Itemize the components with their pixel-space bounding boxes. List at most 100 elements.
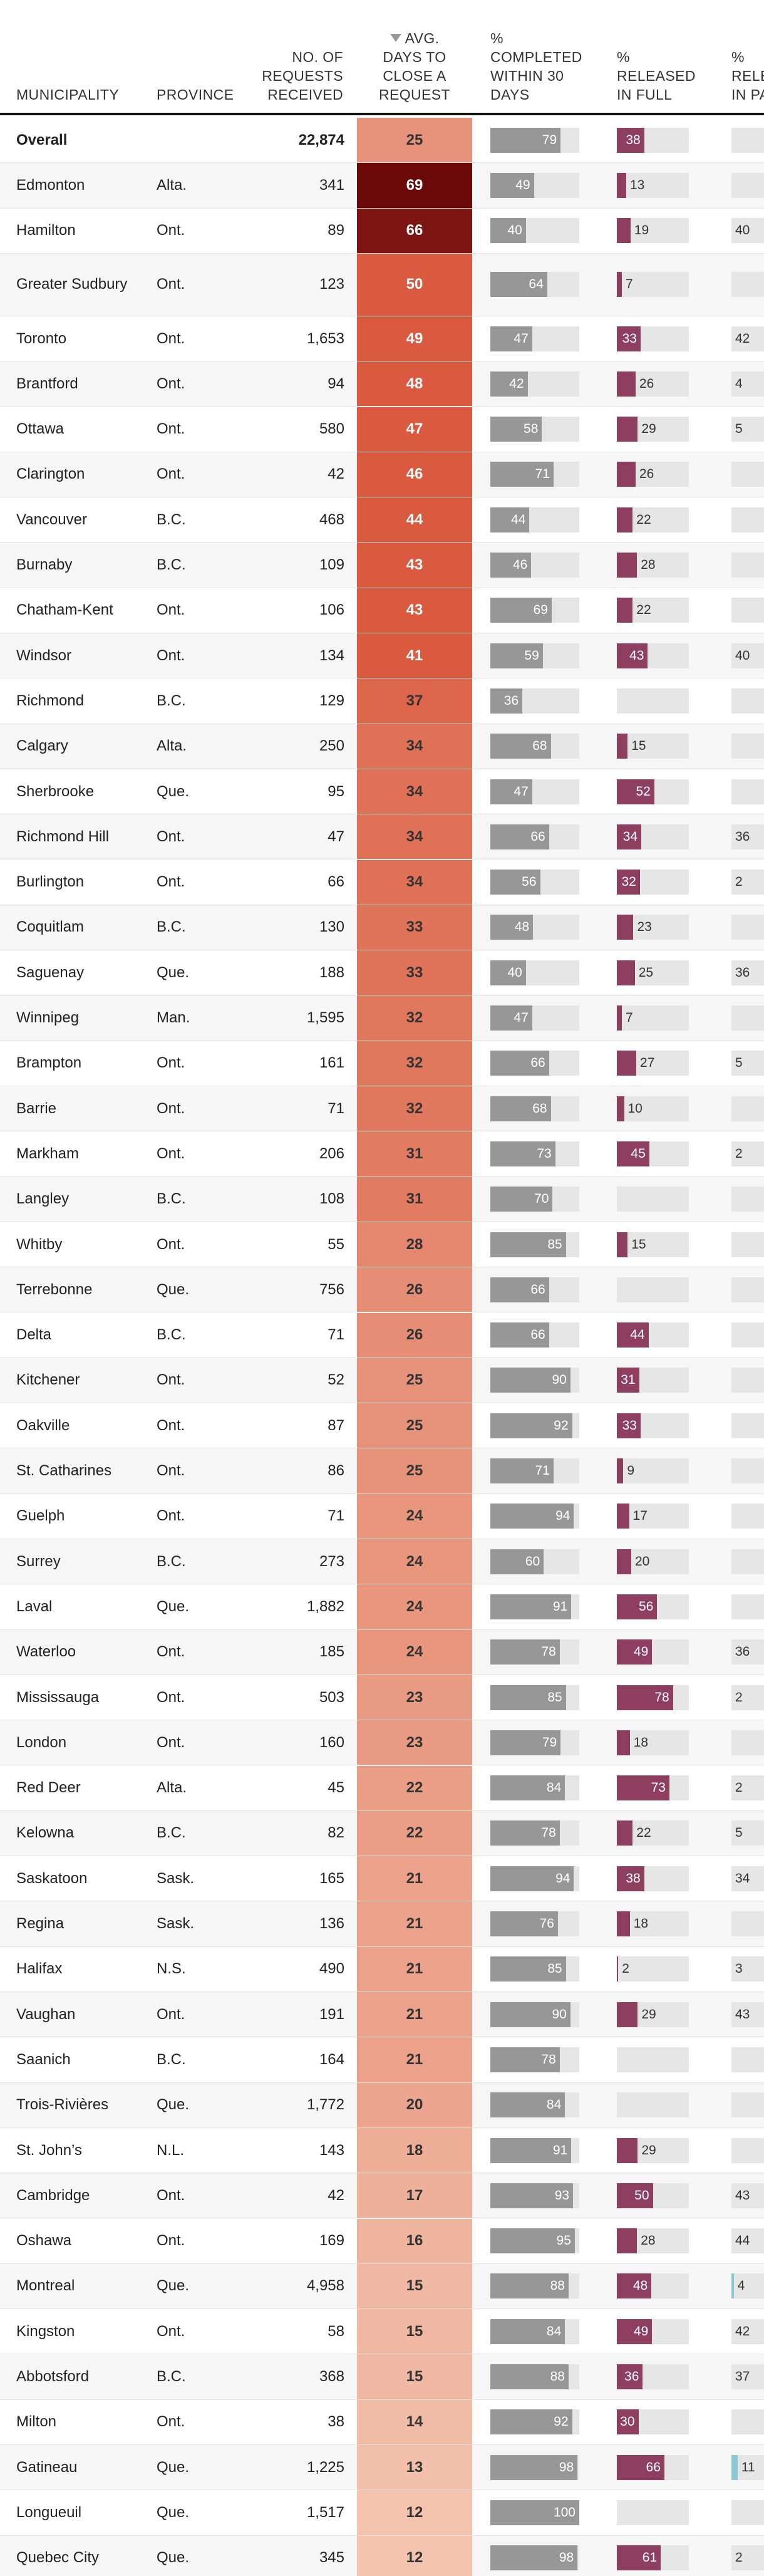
table-row[interactable]: Red Deer Alta. 45 22 84 73 2 [0,1765,764,1811]
table-row[interactable]: Kingston Ont. 58 15 84 49 42 [0,2309,764,2355]
table-row[interactable]: Edmonton Alta. 341 69 49 13 [0,163,764,209]
province: Ont. [157,2232,185,2250]
comp-bar-track: 68 [490,734,579,759]
province: Ont. [157,1145,185,1162]
avg-days-value: 21 [357,1992,472,2037]
requests-received: 580 [319,420,344,438]
full-value: 78 [654,1690,669,1705]
comp-bar-track: 91 [490,1594,579,1619]
avg-days-value: 22 [357,1810,472,1856]
province: Ont. [157,465,185,483]
full-value: 26 [639,376,654,391]
table-row[interactable]: Sherbrooke Que. 95 34 47 52 [0,769,764,815]
comp-bar-track: 47 [490,1005,579,1031]
table-row[interactable]: Halifax N.S. 490 21 85 2 3 [0,1946,764,1992]
requests-received: 130 [319,918,344,936]
table-row[interactable]: Kitchener Ont. 52 25 90 31 [0,1358,764,1404]
table-row[interactable]: Chatham-Kent Ont. 106 43 69 22 [0,588,764,633]
part-bar-track: 2 [731,1141,764,1166]
comp-bar-track: 88 [490,2273,579,2299]
part-value: 36 [735,829,750,844]
table-row[interactable]: London Ont. 160 23 79 18 [0,1720,764,1766]
province: Ont. [157,1054,185,1072]
table-row[interactable]: Trois-Rivières Que. 1,772 20 84 [0,2082,764,2128]
table-row[interactable]: Hamilton Ont. 89 66 40 19 40 [0,208,764,254]
table-row[interactable]: Laval Que. 1,882 24 91 56 [0,1584,764,1630]
table-row[interactable]: Whitby Ont. 55 28 85 15 [0,1222,764,1268]
table-row[interactable]: Abbotsford B.C. 368 15 88 36 37 [0,2354,764,2400]
table-row[interactable]: Oshawa Ont. 169 16 95 28 44 [0,2218,764,2264]
table-row[interactable]: Clarington Ont. 42 46 71 26 [0,452,764,498]
header-province[interactable]: PROVINCE [157,86,234,103]
requests-received: 108 [319,1190,344,1208]
table-row[interactable]: Saskatoon Sask. 165 21 94 38 34 [0,1856,764,1902]
municipality-name: Hamilton [16,222,76,239]
header-released-full[interactable]: % RELEASED IN FULL [617,48,736,104]
comp-value: 59 [524,648,539,663]
table-row[interactable]: Regina Sask. 136 21 76 18 [0,1901,764,1947]
table-row[interactable]: Coquitlam B.C. 130 33 48 23 [0,905,764,951]
requests-received: 134 [319,647,344,664]
table-row[interactable]: Longueuil Que. 1,517 12 100 [0,2490,764,2536]
part-bar-track [731,127,764,153]
comp-bar [490,1866,574,1891]
table-row[interactable]: Richmond B.C. 129 37 36 [0,678,764,724]
table-row[interactable]: St. John’s N.L. 143 18 91 29 [0,2127,764,2174]
municipality-name: Chatham-Kent [16,601,113,619]
table-row[interactable]: Milton Ont. 38 14 92 30 [0,2399,764,2445]
table-row[interactable]: Vancouver B.C. 468 44 44 22 [0,497,764,543]
table-row[interactable]: Saguenay Que. 188 33 40 25 36 [0,950,764,996]
table-row[interactable]: Vaughan Ont. 191 21 90 29 43 [0,1992,764,2038]
table-row[interactable]: Waterloo Ont. 185 24 78 49 36 [0,1629,764,1675]
part-bar-track [731,1458,764,1484]
header-municipality[interactable]: MUNICIPALITY [16,86,120,103]
header-released-part[interactable]: % RELEASED IN PART [731,48,764,104]
table-row[interactable]: Greater Sudbury Ont. 123 50 64 7 [0,253,764,316]
table-row[interactable]: Richmond Hill Ont. 47 34 66 34 36 [0,814,764,860]
header-requests[interactable]: NO. OF REQUESTS RECEIVED [193,48,343,104]
table-row[interactable]: Windsor Ont. 134 41 59 43 40 [0,633,764,679]
table-row[interactable]: Cambridge Ont. 42 17 93 50 43 [0,2173,764,2219]
table-row[interactable]: Saanich B.C. 164 21 78 [0,2037,764,2083]
province: Sask. [157,1869,195,1887]
full-bar-track: 22 [617,507,689,532]
table-row[interactable]: Delta B.C. 71 26 66 44 [0,1312,764,1358]
table-row[interactable]: Kelowna B.C. 82 22 78 22 5 [0,1810,764,1857]
comp-value: 84 [546,1780,562,1795]
table-row[interactable]: Barrie Ont. 71 32 68 10 [0,1086,764,1132]
comp-bar-track: 44 [490,507,579,532]
table-row[interactable]: Brantford Ont. 94 48 42 26 4 [0,361,764,407]
header-completed[interactable]: % COMPLETED WITHIN 30 DAYS [490,29,609,104]
overall-row[interactable]: Overall 22,874 25 79 38 [0,118,764,164]
table-row[interactable]: Brampton Ont. 161 32 66 27 5 [0,1041,764,1086]
table-row[interactable]: Calgary Alta. 250 34 68 15 [0,724,764,769]
requests-received: 45 [328,1779,344,1797]
requests-received: 109 [319,556,344,574]
table-row[interactable]: Toronto Ont. 1,653 49 47 33 42 [0,316,764,362]
full-bar [617,417,638,442]
table-row[interactable]: Surrey B.C. 273 24 60 20 [0,1539,764,1585]
full-value: 49 [634,1644,649,1659]
full-value: 7 [626,277,633,292]
table-row[interactable]: Langley B.C. 108 31 70 [0,1176,764,1222]
table-row[interactable]: Guelph Ont. 71 24 94 17 [0,1493,764,1539]
table-row[interactable]: Mississauga Ont. 503 23 85 78 2 [0,1675,764,1721]
header-avg-days[interactable]: AVG. DAYS TO CLOSE A REQUEST [357,29,472,104]
avg-days-value: 22 [357,1765,472,1810]
table-row[interactable]: Terrebonne Que. 756 26 66 [0,1267,764,1313]
full-bar-track [617,2092,689,2118]
table-row[interactable]: Winnipeg Man. 1,595 32 47 7 [0,995,764,1041]
table-row[interactable]: Gatineau Que. 1,225 13 98 66 11 [0,2445,764,2491]
comp-value: 49 [515,177,530,192]
full-bar [617,127,644,153]
table-row[interactable]: Burnaby B.C. 109 43 46 28 [0,543,764,588]
table-row[interactable]: Quebec City Que. 345 12 98 61 2 [0,2535,764,2576]
table-row[interactable]: Oakville Ont. 87 25 92 33 [0,1403,764,1449]
comp-bar-track: 66 [490,1277,579,1302]
table-row[interactable]: Montreal Que. 4,958 15 88 48 4 [0,2263,764,2310]
table-row[interactable]: St. Catharines Ont. 86 25 71 9 [0,1448,764,1494]
table-row[interactable]: Markham Ont. 206 31 73 45 2 [0,1131,764,1177]
part-bar-track: 42 [731,326,764,351]
table-row[interactable]: Burlington Ont. 66 34 56 32 2 [0,860,764,905]
table-row[interactable]: Ottawa Ont. 580 47 58 29 5 [0,407,764,452]
